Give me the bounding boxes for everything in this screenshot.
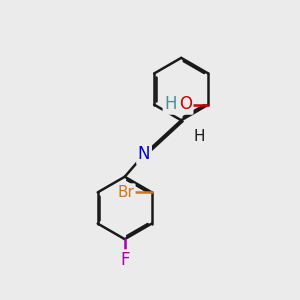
Text: H: H — [193, 129, 205, 144]
Text: H: H — [164, 95, 177, 113]
Text: F: F — [120, 251, 130, 269]
Text: O: O — [179, 95, 192, 113]
Text: N: N — [138, 146, 150, 164]
Text: Br: Br — [117, 185, 134, 200]
